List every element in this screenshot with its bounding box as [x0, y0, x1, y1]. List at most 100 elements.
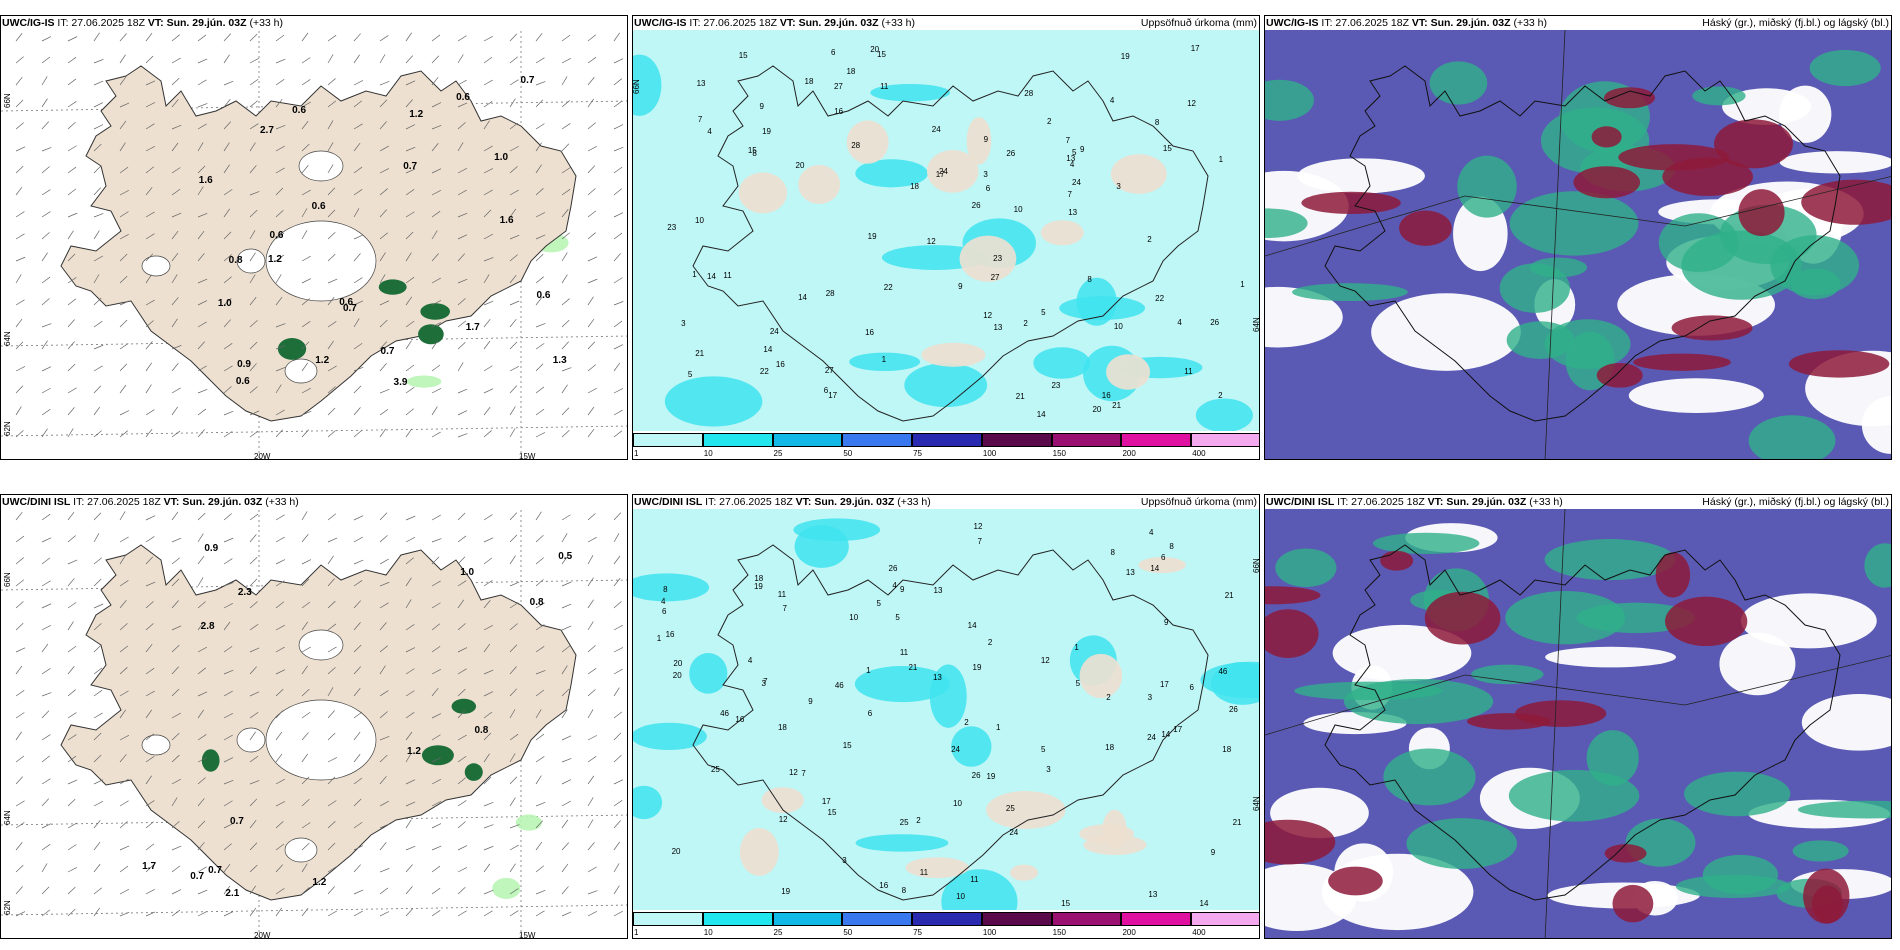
- accum-value-label: 3: [1116, 182, 1121, 192]
- wind-barb: [327, 34, 337, 42]
- wind-barb: [613, 277, 623, 284]
- wind-barb: [145, 299, 155, 306]
- wind-barb: [535, 775, 542, 785]
- wind-barb: [15, 712, 25, 719]
- wind-barb: [67, 341, 75, 350]
- wind-barb: [379, 80, 390, 86]
- wind-barb: [379, 581, 390, 587]
- precip-value-label: 0.5: [558, 550, 573, 562]
- accum-value-label: 7: [1065, 135, 1071, 145]
- high-cloud-area: [1544, 319, 1631, 370]
- wind-barb: [249, 33, 258, 42]
- wind-barb: [93, 644, 102, 653]
- wind-barb: [327, 910, 337, 917]
- wind-barb: [483, 863, 491, 873]
- colorbar-swatch: [633, 912, 703, 926]
- wind-barb: [145, 623, 154, 631]
- wind-barb: [327, 732, 336, 741]
- wind-barb: [93, 230, 100, 240]
- accum-value-label: 18: [910, 181, 919, 191]
- wind-barb: [41, 863, 48, 873]
- wind-barb: [405, 515, 416, 521]
- wind-barb: [405, 146, 416, 152]
- wind-barb: [93, 32, 100, 42]
- wind-barb: [223, 582, 234, 587]
- wind-barb: [249, 864, 258, 873]
- precip-light-area: [515, 814, 543, 831]
- wind-barb: [587, 645, 596, 653]
- wind-barb: [483, 145, 493, 152]
- wind-barb: [457, 845, 468, 851]
- wind-barb: [613, 124, 624, 130]
- wind-barb: [457, 777, 466, 785]
- accum-value-label: 15: [877, 49, 886, 59]
- high-cloud-area: [1457, 155, 1517, 218]
- wind-barb: [457, 800, 467, 807]
- wind-barb: [535, 363, 544, 372]
- accum-value-label: 2: [1047, 117, 1052, 127]
- accum-value-label: 19: [1120, 51, 1130, 61]
- wind-barb: [457, 647, 468, 653]
- mid-cloud-area: [1591, 126, 1622, 148]
- wind-barb: [67, 578, 75, 587]
- precip-moderate-area: [633, 573, 710, 602]
- accum-value-label: 17: [821, 797, 831, 807]
- precip-moderate-area: [1033, 347, 1091, 379]
- wind-barb: [327, 776, 336, 785]
- wind-barb: [275, 601, 285, 609]
- wind-barb: [249, 842, 258, 851]
- wind-barb: [15, 647, 26, 653]
- wind-barb: [613, 533, 620, 543]
- wind-barb: [379, 754, 388, 763]
- wind-barb: [353, 753, 361, 763]
- wind-barb: [15, 911, 26, 917]
- wind-barb: [587, 188, 596, 196]
- wind-barb: [197, 646, 207, 653]
- clear-sky-area: [1740, 593, 1877, 649]
- wind-barb: [561, 758, 572, 763]
- wind-barb: [301, 887, 310, 895]
- accum-value-label: 2: [987, 637, 993, 647]
- wind-barb: [431, 514, 441, 521]
- wind-barb: [93, 863, 101, 873]
- glacier: [265, 220, 377, 302]
- wind-barb: [223, 386, 232, 394]
- precip-heavy-area: [201, 749, 220, 772]
- wind-barb: [15, 430, 24, 438]
- wind-barb: [457, 734, 467, 741]
- wind-barb: [431, 556, 440, 565]
- wind-barb: [145, 536, 155, 543]
- wind-barb: [561, 384, 568, 394]
- accum-value-label: 14: [798, 293, 807, 303]
- wind-barb: [327, 231, 336, 240]
- high-cloud-area: [1702, 854, 1778, 895]
- wind-barb: [431, 713, 442, 719]
- wind-barb: [41, 428, 48, 438]
- wind-barb: [171, 318, 178, 328]
- wind-barb: [119, 142, 126, 152]
- wind-barb: [613, 732, 622, 741]
- wind-barb: [353, 234, 364, 240]
- high-cloud-area: [1292, 283, 1408, 301]
- accum-value-label: 8: [752, 148, 757, 158]
- wind-barb: [15, 665, 23, 675]
- wind-barb: [275, 98, 283, 108]
- wind-barb: [275, 124, 286, 130]
- wind-barb: [613, 212, 624, 218]
- wind-barb: [93, 689, 103, 697]
- wind-barb: [379, 911, 390, 917]
- precip-value-label: 1.2: [315, 354, 330, 366]
- wind-barb: [67, 559, 78, 565]
- wind-barb: [509, 534, 518, 543]
- wind-barb: [119, 600, 127, 609]
- wind-barb: [41, 323, 52, 328]
- high-cloud-area: [1864, 543, 1891, 588]
- wind-barb: [145, 515, 156, 521]
- accum-value-label: 1: [1074, 643, 1079, 653]
- wind-barb: [301, 646, 311, 653]
- wind-barb: [379, 622, 387, 631]
- accum-value-label: 18: [1222, 744, 1232, 754]
- mid-cloud-area: [1665, 596, 1748, 647]
- wind-barb: [275, 669, 286, 675]
- wind-barb: [509, 844, 519, 851]
